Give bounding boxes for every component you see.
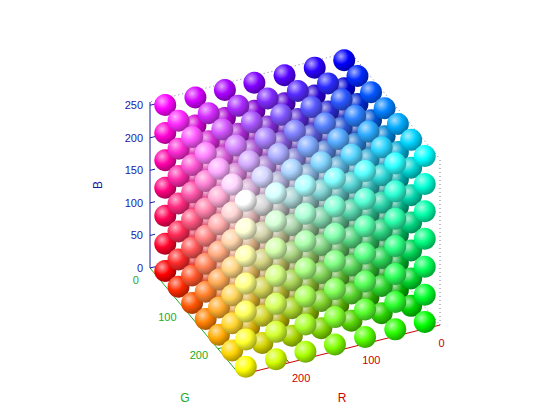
svg-text:150: 150 (125, 164, 143, 176)
svg-text:G: G (180, 391, 189, 405)
svg-text:200: 200 (190, 349, 208, 361)
svg-text:100: 100 (158, 311, 176, 323)
svg-text:R: R (338, 391, 347, 405)
svg-text:100: 100 (362, 354, 380, 366)
svg-text:200: 200 (125, 132, 143, 144)
svg-text:0: 0 (137, 262, 143, 274)
svg-text:B: B (91, 181, 105, 189)
svg-text:100: 100 (125, 197, 143, 209)
svg-text:0: 0 (438, 337, 444, 349)
svg-text:250: 250 (125, 99, 143, 111)
svg-text:50: 50 (131, 229, 143, 241)
svg-text:200: 200 (292, 372, 310, 384)
svg-text:0: 0 (133, 274, 139, 286)
